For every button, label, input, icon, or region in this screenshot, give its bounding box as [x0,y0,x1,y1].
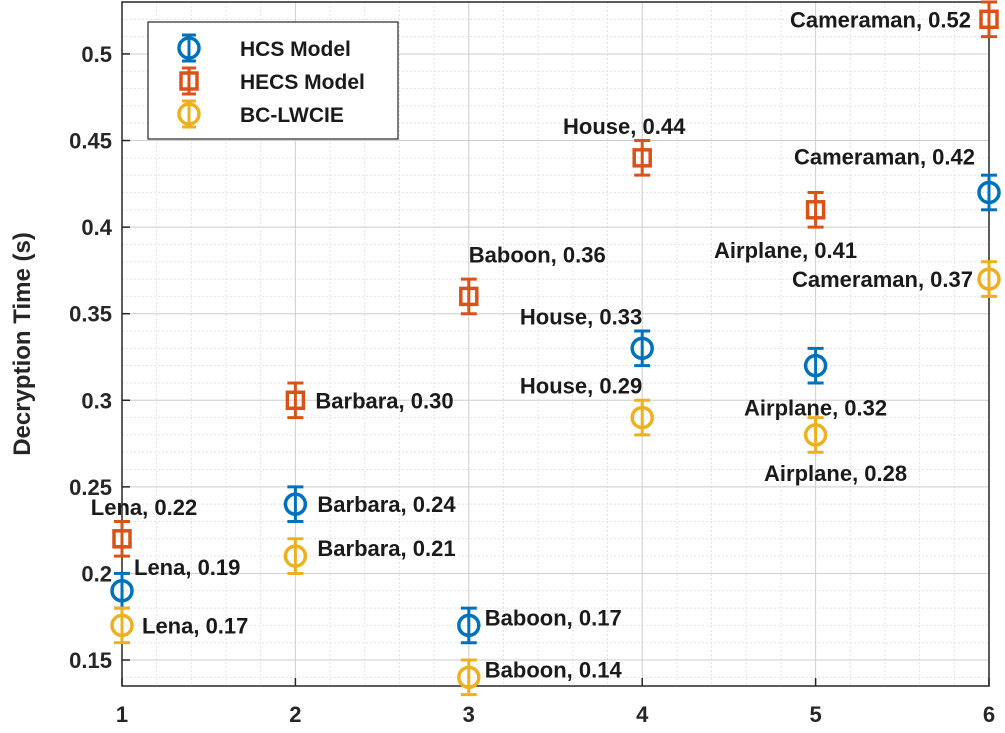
data-point [632,148,652,168]
y-tick-label: 0.35 [69,302,112,327]
x-tick-label: 2 [289,702,301,727]
legend: HCS Model HECS Model BC-LWCIE [147,21,399,140]
axes: 1 2 3 4 5 6 0.15 0.2 0.25 0.3 0.35 0.4 0.45 0.5 [69,42,995,727]
data-point [803,423,828,447]
data-labels: Lena, 0.19 Barbara, 0.24 Baboon, 0.17 House… [91,7,975,682]
x-tick-label: 3 [463,702,475,727]
legend-label: HECS Model [240,71,365,94]
data-label: Cameraman, 0.37 [792,267,973,292]
data-point [110,579,134,603]
data-label: Airplane, 0.41 [714,238,857,263]
legend-label: BC-LWCIE [240,104,344,127]
y-tick-label: 0.5 [81,42,112,67]
data-label: Barbara, 0.21 [317,536,455,561]
data-point [283,492,308,516]
data-point [283,544,308,568]
data-label: Baboon, 0.17 [485,605,622,630]
data-label: Lena, 0.17 [142,613,248,638]
plot-border [121,1,990,687]
x-tick-label: 5 [809,702,821,727]
data-marks [110,0,1001,697]
data-point [977,180,1001,205]
y-tick-label: 0.3 [81,388,112,413]
legend-marker [179,71,199,91]
data-point [457,665,481,690]
y-tick-label: 0.25 [69,475,112,500]
data-point [803,353,828,378]
data-point [979,9,999,30]
legend-marker [177,36,201,60]
data-point [110,613,134,638]
data-point [977,267,1001,291]
data-label: Barbara, 0.30 [315,388,453,413]
legend-label: HCS Model [240,38,351,61]
data-point [459,286,479,307]
x-tick-label: 4 [636,702,649,727]
data-point [630,405,654,430]
data-point [457,613,481,638]
data-label: House, 0.44 [563,114,686,139]
data-label: Cameraman, 0.52 [790,7,971,32]
x-tick-label: 1 [116,702,128,727]
data-label: Lena, 0.19 [134,555,240,580]
data-label: Baboon, 0.36 [469,242,606,267]
data-point [805,200,826,220]
legend-marker [177,102,201,126]
data-label: Lena, 0.22 [91,495,197,520]
data-point [630,336,654,361]
x-tick-label: 6 [983,702,995,727]
data-point [112,529,132,549]
data-label: House, 0.33 [520,304,642,329]
data-label: Baboon, 0.14 [485,657,623,682]
data-label: Cameraman, 0.42 [794,144,975,169]
y-tick-label: 0.4 [81,215,112,240]
y-axis-label: Decryption Time (s) [9,232,36,456]
data-label: Barbara, 0.24 [317,492,456,517]
data-point [285,390,306,411]
data-label: Airplane, 0.28 [764,461,907,486]
data-label: Airplane, 0.32 [744,396,887,421]
data-label: House, 0.29 [520,374,642,399]
y-tick-label: 0.2 [81,561,112,586]
y-tick-label: 0.15 [69,648,112,673]
y-tick-label: 0.45 [69,129,112,154]
